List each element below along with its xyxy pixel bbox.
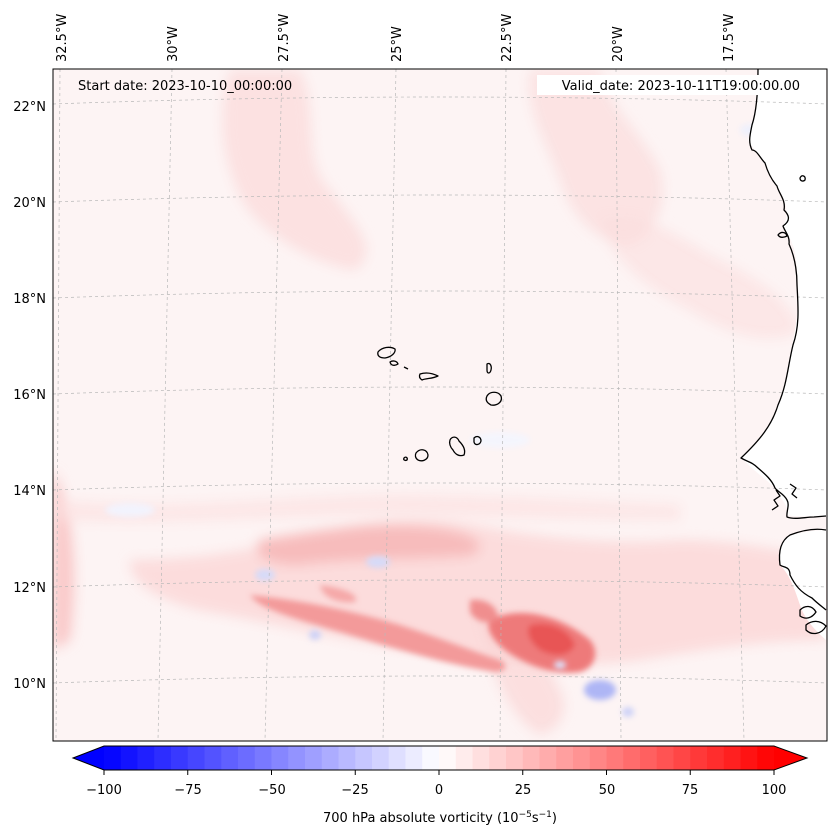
colorbar-swatch <box>271 746 289 770</box>
colorbar-swatch <box>187 746 206 770</box>
coastline <box>740 69 827 635</box>
colorbar-swatch <box>388 746 407 770</box>
latitude-labels: 22°N 20°N 18°N 16°N 14°N 12°N 10°N <box>13 100 46 692</box>
colorbar-swatch <box>640 746 658 770</box>
colorbar-swatch <box>104 746 122 770</box>
santiago <box>448 436 466 457</box>
colorbar-swatch <box>154 746 172 770</box>
lat-label: 12°N <box>13 581 46 596</box>
colorbar-swatch <box>204 746 222 770</box>
africa-coastline <box>740 69 827 519</box>
colorbar-swatch <box>723 746 742 770</box>
colorbar-swatch <box>740 746 758 770</box>
lat-label: 16°N <box>13 388 46 403</box>
colorbar-tick-label: −25 <box>341 783 368 798</box>
colorbar-swatch <box>254 746 273 770</box>
colorbar-swatch <box>522 746 541 770</box>
colorbar-swatch <box>506 746 524 770</box>
colorbar-swatch <box>656 746 675 770</box>
sao-nicolau <box>418 372 439 381</box>
lat-label: 14°N <box>13 484 46 499</box>
maio <box>473 435 482 446</box>
colorbar-tick-label: 75 <box>682 783 699 798</box>
colorbar-swatch <box>472 746 490 770</box>
colorbar-ticks <box>103 770 775 775</box>
colorbar-swatch <box>288 746 306 770</box>
colorbar-swatch <box>405 746 423 770</box>
colorbar-tick-label: −50 <box>258 783 285 798</box>
colorbar-swatch <box>321 746 340 770</box>
colorbar: −100 −75 −50 −25 0 25 50 75 100 700 hPa … <box>71 745 809 826</box>
map-frame <box>52 68 828 742</box>
colorbar-swatch <box>221 746 239 770</box>
colorbar-tick-label: 100 <box>762 783 787 798</box>
colorbar-tick-label: 25 <box>515 783 532 798</box>
colorbar-swatch <box>489 746 507 770</box>
colorbar-swatch <box>238 746 256 770</box>
lat-label: 20°N <box>13 196 46 211</box>
colorbar-tick-label: 0 <box>435 783 443 798</box>
colorbar-swatch <box>171 746 189 770</box>
colorbar-swatch <box>707 746 725 770</box>
lat-label: 18°N <box>13 292 46 307</box>
start-date-label: Start date: 2023-10-10_00:00:00 <box>78 79 292 94</box>
lon-label: 22.5°W <box>500 14 515 62</box>
lat-label: 22°N <box>13 100 46 115</box>
colorbar-swatch <box>439 746 457 770</box>
colorbar-swatch <box>673 746 691 770</box>
colorbar-tick-label: −75 <box>174 783 201 798</box>
colorbar-swatches <box>73 746 807 770</box>
colorbar-max-extend <box>774 746 807 770</box>
colorbar-swatch <box>137 746 155 770</box>
colorbar-swatch <box>573 746 591 770</box>
colorbar-swatch <box>338 746 356 770</box>
colorbar-swatch <box>690 746 708 770</box>
colorbar-swatch <box>422 746 440 770</box>
lat-label: 10°N <box>13 677 46 692</box>
santo-antao <box>377 346 396 359</box>
colorbar-swatch <box>372 746 390 770</box>
lon-label: 17.5°W <box>722 14 737 62</box>
colorbar-swatch <box>120 746 139 770</box>
valid-date-box <box>537 75 809 95</box>
lon-label: 32.5°W <box>55 14 70 62</box>
longitude-labels: 32.5°W 30°W 27.5°W 25°W 22.5°W 20°W 17.5… <box>55 14 737 62</box>
sal <box>486 362 492 374</box>
africa-land-south <box>779 530 826 640</box>
lon-label: 25°W <box>390 26 405 62</box>
lon-label: 20°W <box>611 26 626 62</box>
colorbar-swatch <box>539 746 557 770</box>
vorticity-field <box>53 70 826 735</box>
lon-label: 27.5°W <box>277 14 292 62</box>
colorbar-min-extend <box>73 746 104 770</box>
colorbar-swatch <box>305 746 323 770</box>
colorbar-swatch <box>556 746 574 770</box>
cape-verde-islands <box>377 346 503 462</box>
valid-date-label: Valid_date: 2023-10-11T19:00:00.00 <box>562 79 800 94</box>
lon-label: 30°W <box>166 26 181 62</box>
map-panel <box>53 69 827 741</box>
colorbar-tick-label: 50 <box>599 783 616 798</box>
colorbar-swatch <box>623 746 641 770</box>
graticule <box>53 69 827 741</box>
colorbar-swatch <box>355 746 373 770</box>
colorbar-swatch <box>757 746 775 770</box>
colorbar-tick-label: −100 <box>86 783 122 798</box>
brava <box>403 456 408 462</box>
boa-vista <box>485 391 503 406</box>
colorbar-swatch <box>455 746 474 770</box>
colorbar-swatch <box>589 746 608 770</box>
santa-luzia <box>403 366 409 370</box>
fogo <box>414 449 429 462</box>
africa-coastline-south <box>778 528 827 611</box>
colorbar-label: 700 hPa absolute vorticity (10−5s−1) <box>323 810 557 826</box>
colorbar-swatch <box>606 746 624 770</box>
sao-vicente <box>389 360 399 366</box>
